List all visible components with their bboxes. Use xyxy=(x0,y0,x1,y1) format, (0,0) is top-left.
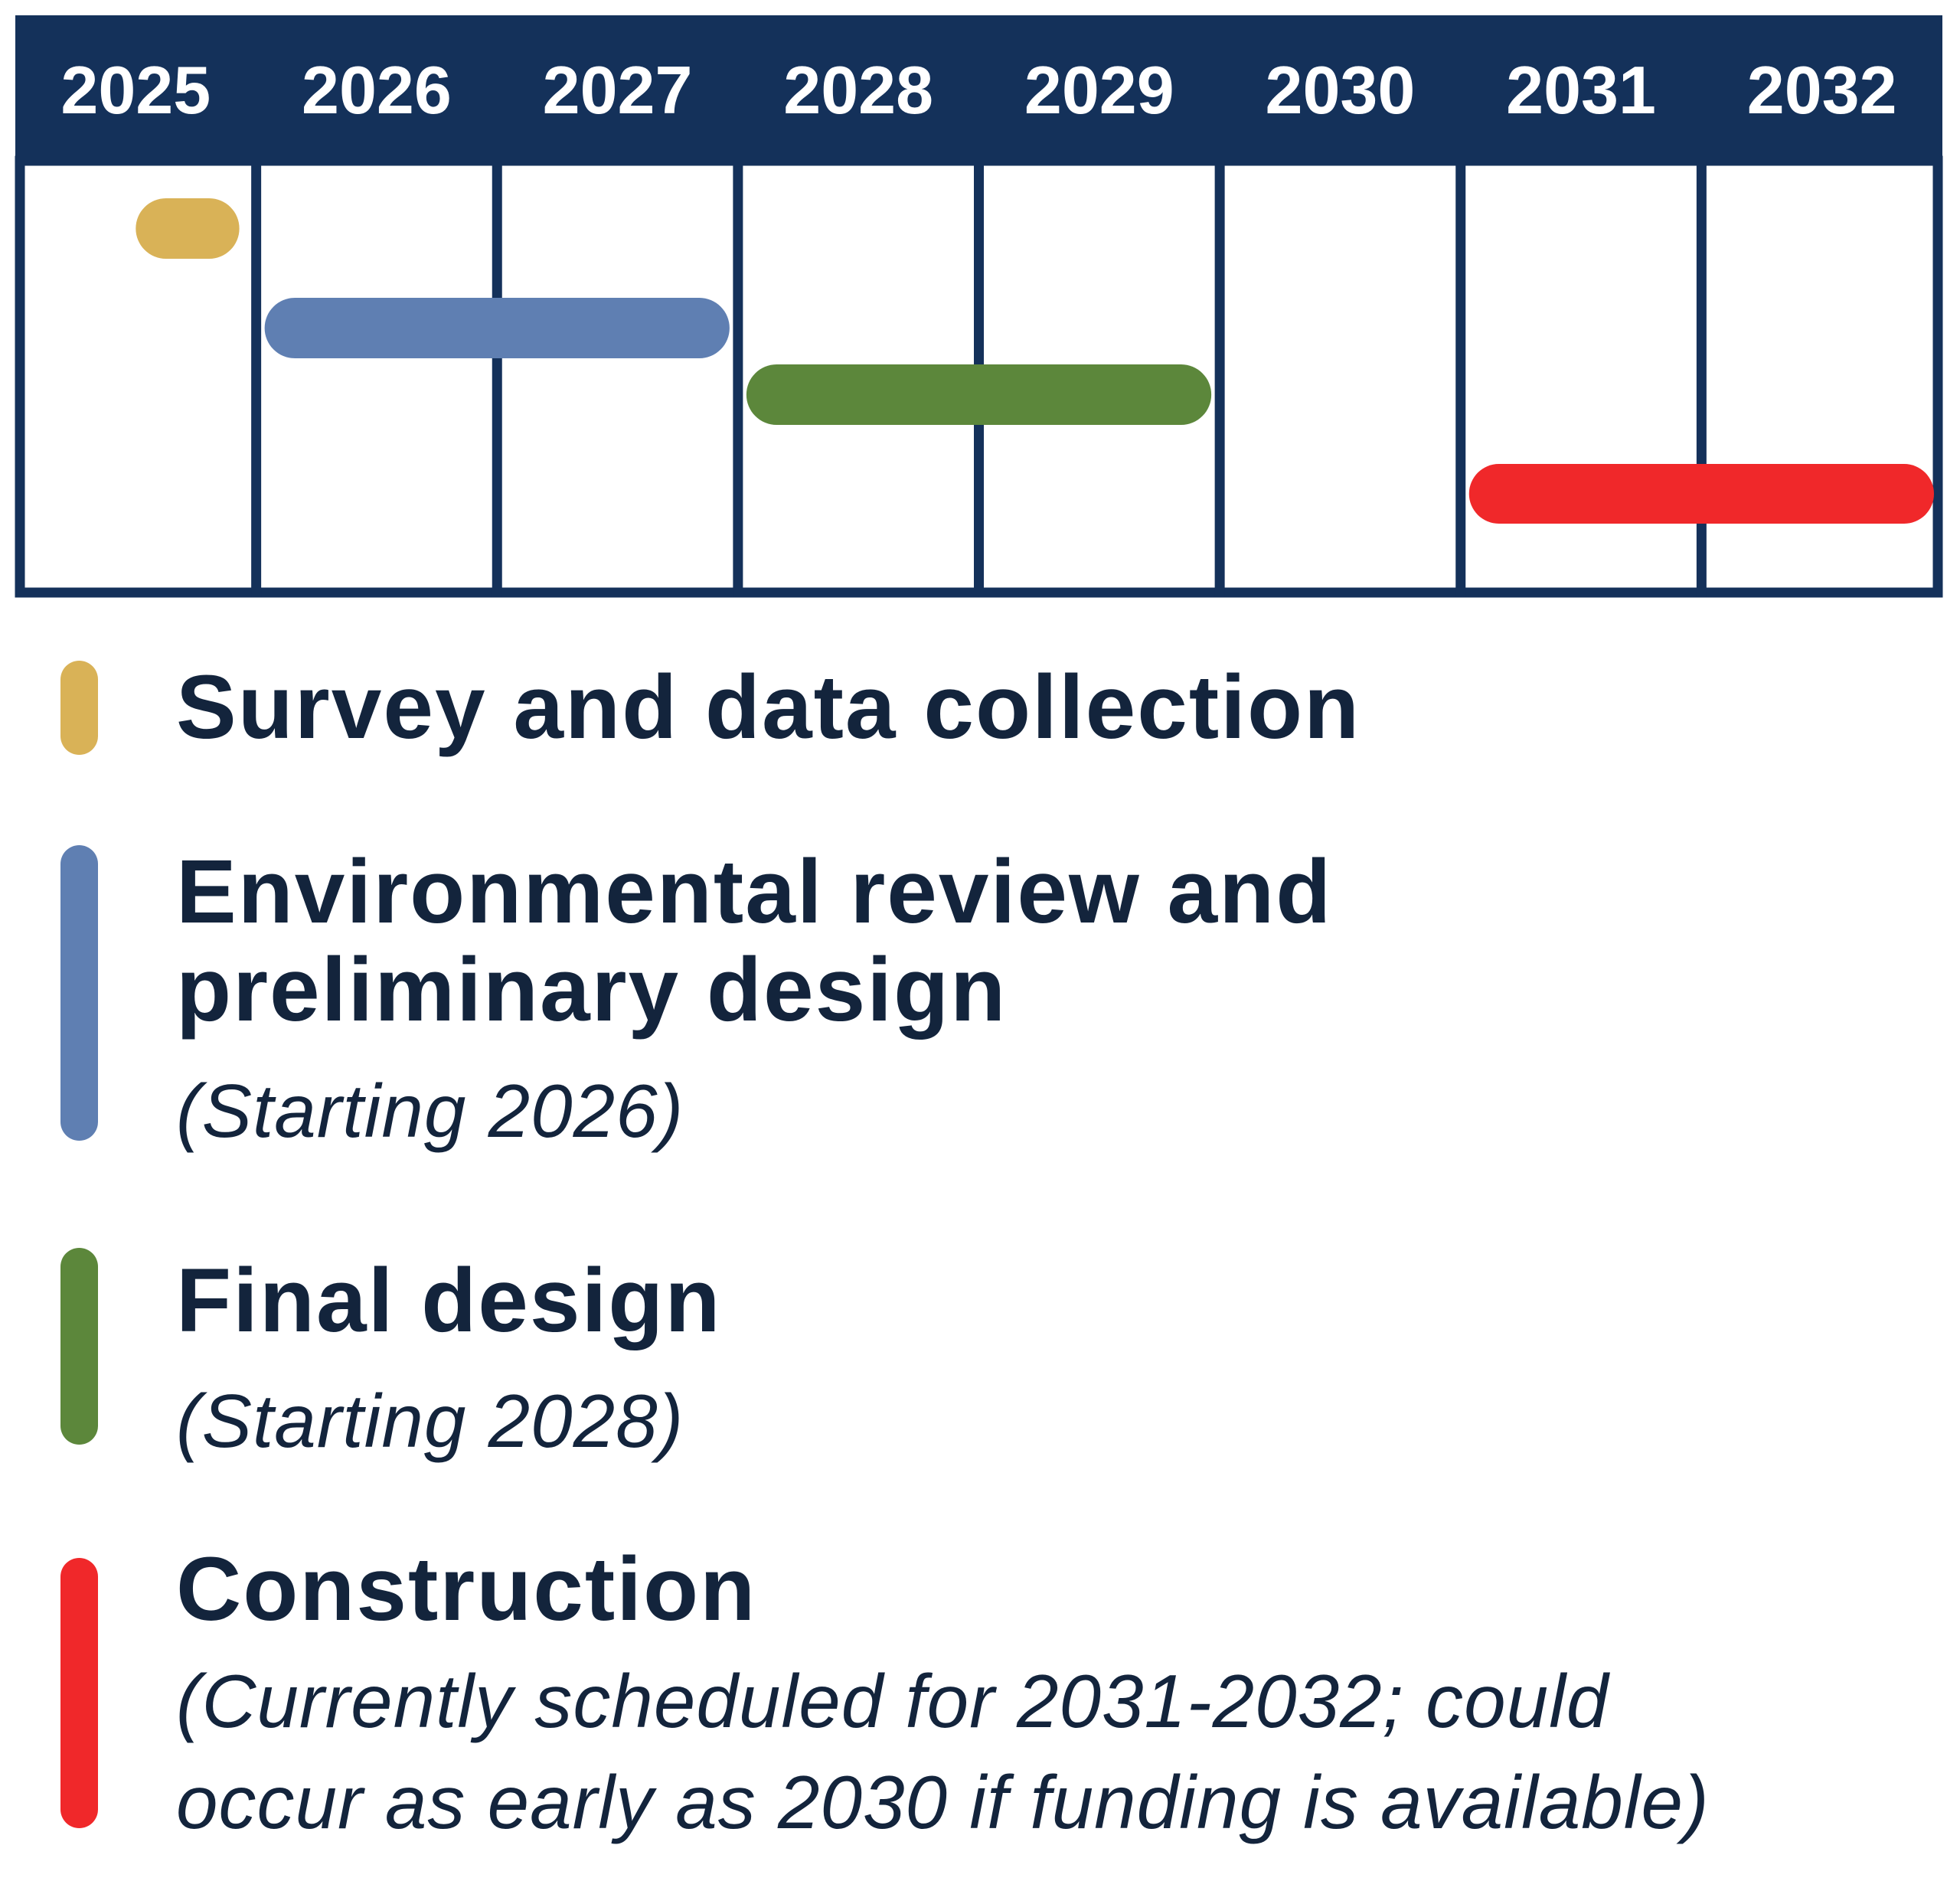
legend-title-construction: Construction xyxy=(176,1539,757,1640)
legend-marker-final-design xyxy=(60,1248,98,1445)
legend-note-final-design: (Starting 2028) xyxy=(176,1379,684,1463)
year-label: 2032 xyxy=(1747,52,1897,128)
legend-note-construction-line1: (Currently scheduled for 2031-2032; coul… xyxy=(176,1659,1609,1743)
timeline-chart: 2025 2026 2027 2028 2029 2030 2031 2032 xyxy=(15,15,1943,598)
year-label: 2028 xyxy=(783,52,933,128)
task-bar xyxy=(746,364,1212,425)
legend-marker-environmental xyxy=(60,845,98,1141)
year-label: 2027 xyxy=(543,52,693,128)
legend-title-survey: Survey and data collection xyxy=(176,657,1361,758)
header-band xyxy=(15,15,1942,161)
task-bar xyxy=(136,198,240,259)
legend-marker-construction xyxy=(60,1558,98,1828)
legend-note-construction-line2: occur as early as 2030 if funding is ava… xyxy=(176,1760,1710,1844)
legend-title-environmental-line2: preliminary design xyxy=(176,939,1008,1040)
legend-title-final-design: Final design xyxy=(176,1250,722,1351)
task-bar xyxy=(264,298,730,358)
legend-title-environmental-line1: Environmental review and xyxy=(176,841,1333,942)
year-label: 2026 xyxy=(302,52,452,128)
year-label: 2030 xyxy=(1266,52,1416,128)
task-bar xyxy=(1468,464,1934,524)
legend-marker-survey xyxy=(60,661,98,755)
legend-note-environmental: (Starting 2026) xyxy=(176,1069,684,1153)
year-label: 2025 xyxy=(60,52,211,128)
year-label: 2031 xyxy=(1506,52,1656,128)
year-label: 2029 xyxy=(1024,52,1174,128)
